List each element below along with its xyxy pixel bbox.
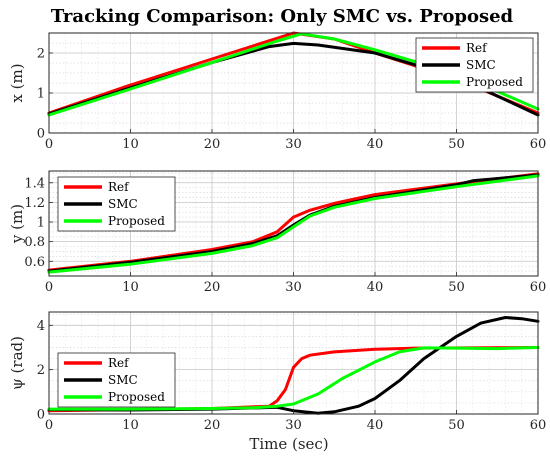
panel-3: 0 10 20 30 40 50 60 0 2 4 ψ (rad) Ref SMC Proposed	[8, 311, 547, 433]
legend: Ref SMC Proposed	[57, 176, 176, 232]
x-tick-label: 0	[45, 418, 53, 433]
y-tick-label: 1	[37, 216, 45, 231]
legend-label-ref: Ref	[108, 356, 130, 370]
legend-label-proposed: Proposed	[466, 75, 523, 89]
y-tick-label: 1.4	[24, 176, 45, 191]
legend: Ref SMC Proposed	[415, 37, 534, 93]
x-tick-label: 50	[448, 137, 465, 152]
y-tick-label: 4	[37, 319, 45, 334]
y-tick-label: 0	[37, 408, 45, 423]
legend-label-proposed: Proposed	[108, 214, 165, 228]
x-tick-label: 40	[367, 280, 384, 295]
series-line-proposed	[47, 174, 540, 274]
x-tick-label: 40	[367, 418, 384, 433]
chart-title: Tracking Comparison: Only SMC vs. Propos…	[51, 6, 514, 27]
y-tick-label: 1	[37, 87, 45, 102]
panel-2: 0 10 20 30 40 50 60 0.6 0.8 1 1.2 1.4 y (m) Ref SMC Pro…	[8, 170, 547, 295]
x-tick-label: 60	[530, 280, 547, 295]
y-axis-label: x (m)	[8, 63, 26, 102]
legend-label-proposed: Proposed	[108, 390, 165, 404]
y-tick-label: 1.2	[24, 196, 45, 211]
x-tick-label: 0	[45, 280, 53, 295]
x-tick-label: 20	[204, 418, 221, 433]
y-tick-label: 0	[37, 127, 45, 142]
x-tick-label: 10	[122, 137, 139, 152]
x-tick-label: 10	[122, 418, 139, 433]
x-tick-label: 50	[448, 280, 465, 295]
y-axis-label: ψ (rad)	[8, 336, 26, 390]
x-tick-label: 20	[204, 280, 221, 295]
legend-label-smc: SMC	[108, 197, 138, 211]
x-tick-label: 60	[530, 418, 547, 433]
x-tick-label: 30	[285, 280, 302, 295]
legend: Ref SMC Proposed	[57, 352, 176, 408]
x-tick-label: 30	[285, 137, 302, 152]
x-tick-label: 60	[530, 137, 547, 152]
y-tick-label: 0.8	[24, 235, 45, 250]
x-tick-label: 10	[122, 280, 139, 295]
series-line-ref	[47, 172, 540, 272]
y-tick-label: 2	[37, 47, 45, 62]
y-tick-label: 0.6	[24, 255, 45, 270]
legend-label-ref: Ref	[108, 180, 130, 194]
y-axis-label: y (m)	[8, 204, 26, 244]
x-tick-label: 50	[448, 418, 465, 433]
legend-label-smc: SMC	[108, 373, 138, 387]
legend-label-ref: Ref	[466, 41, 488, 55]
x-tick-label: 20	[204, 137, 221, 152]
y-tick-label: 2	[37, 363, 45, 378]
panel-1: 0 10 20 30 40 50 60 0 1 2 x (m) Ref SMC Proposed	[8, 31, 547, 152]
x-tick-label: 0	[45, 137, 53, 152]
series-line-proposed	[47, 346, 540, 411]
x-axis-label: Time (sec)	[249, 435, 328, 453]
legend-label-smc: SMC	[466, 58, 496, 72]
x-tick-label: 40	[367, 137, 384, 152]
x-tick-label: 30	[285, 418, 302, 433]
